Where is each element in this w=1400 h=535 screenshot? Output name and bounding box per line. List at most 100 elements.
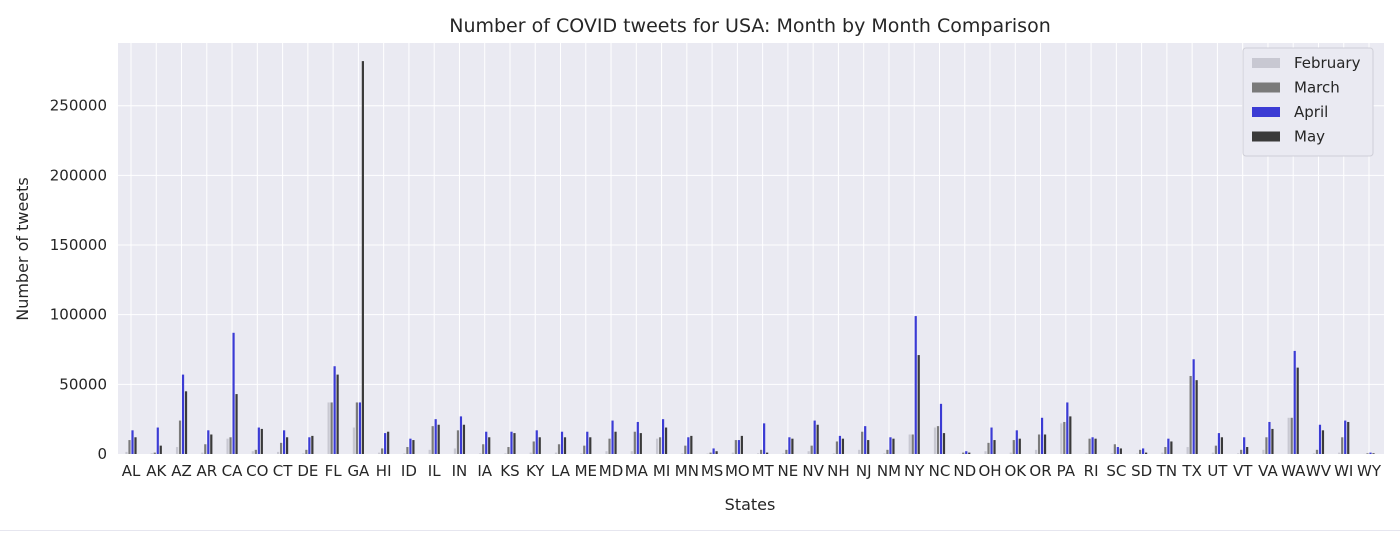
bar-march-nh — [835, 441, 839, 454]
bar-may-wa — [1296, 367, 1299, 454]
bar-may-ne — [791, 438, 794, 454]
bar-march-nc — [936, 426, 940, 454]
x-tick-label-mi: MI — [653, 462, 670, 480]
bar-february-sc — [1110, 453, 1113, 454]
x-tick-label-ca: CA — [222, 462, 243, 480]
bar-february-wa — [1287, 417, 1290, 454]
bar-april-ca — [232, 332, 235, 454]
bar-may-nm — [892, 438, 895, 454]
bar-april-id — [409, 438, 412, 454]
bar-april-or — [1040, 417, 1044, 454]
bar-march-mo — [734, 440, 737, 454]
bar-april-nm — [889, 437, 892, 454]
x-tick-label-wa: WA — [1281, 462, 1306, 480]
bar-february-ca — [226, 438, 229, 454]
y-tick-label: 0 — [97, 445, 107, 463]
bar-may-id — [412, 440, 415, 454]
bar-may-ia — [488, 437, 491, 454]
bar-may-ma — [639, 433, 642, 454]
x-tick-label-ia: IA — [477, 462, 492, 480]
x-tick-label-de: DE — [297, 462, 318, 480]
bar-march-la — [557, 444, 561, 454]
bar-april-va — [1268, 421, 1271, 454]
bar-may-ri — [1094, 438, 1097, 454]
bar-april-tx — [1192, 359, 1195, 454]
bar-may-or — [1043, 434, 1047, 454]
bar-march-tn — [1164, 447, 1167, 454]
x-tick-label-me: ME — [575, 462, 597, 480]
bar-february-al — [125, 451, 128, 454]
bar-april-ri — [1091, 437, 1094, 454]
bar-march-ky — [532, 441, 535, 454]
bar-may-nc — [942, 433, 946, 454]
legend-swatch-march — [1252, 82, 1280, 93]
bar-february-or — [1034, 449, 1038, 454]
bar-march-ms — [709, 452, 712, 454]
bar-april-wv — [1318, 424, 1322, 454]
legend-label-may: May — [1294, 128, 1325, 146]
x-tick-label-nc: NC — [929, 462, 951, 480]
bar-february-id — [403, 453, 406, 454]
bar-february-mi — [655, 438, 659, 454]
bar-march-sc — [1113, 444, 1116, 454]
bar-february-hi — [378, 452, 381, 454]
bar-march-il — [431, 426, 434, 454]
x-axis-label: States — [725, 495, 776, 514]
x-tick-label-tn: TN — [1156, 462, 1177, 480]
y-axis-label: Number of tweets — [13, 177, 32, 321]
bar-april-md — [611, 420, 614, 454]
bottom-rule — [0, 530, 1400, 531]
bar-may-md — [614, 431, 617, 454]
bar-april-az — [181, 374, 185, 454]
bar-april-de — [308, 437, 311, 454]
x-tick-label-co: CO — [246, 462, 268, 480]
bar-april-ut — [1217, 433, 1221, 454]
bar-march-az — [178, 420, 182, 454]
bar-february-ia — [479, 453, 482, 454]
legend-label-march: March — [1294, 79, 1340, 97]
x-tick-label-la: LA — [551, 462, 571, 480]
bar-march-mi — [658, 437, 662, 454]
x-tick-label-sc: SC — [1106, 462, 1126, 480]
bar-february-fl — [327, 402, 330, 454]
bar-april-co — [257, 427, 260, 454]
bar-may-al — [134, 437, 137, 454]
x-tick-label-wy: WY — [1357, 462, 1382, 480]
bar-march-va — [1265, 437, 1268, 454]
bar-february-nc — [933, 427, 937, 454]
bar-may-tn — [1170, 441, 1173, 454]
bar-april-ar — [207, 430, 210, 454]
bar-may-ut — [1220, 437, 1224, 454]
x-tick-label-ok: OK — [1004, 462, 1027, 480]
bar-may-mn — [690, 435, 693, 454]
bar-april-mt — [763, 423, 766, 454]
bar-may-mt — [766, 452, 769, 454]
x-tick-label-ri: RI — [1084, 462, 1099, 480]
plot-area — [118, 43, 1384, 454]
x-tick-label-ne: NE — [778, 462, 799, 480]
bar-may-sc — [1119, 448, 1122, 454]
bar-march-nj — [861, 431, 864, 454]
bar-april-al — [131, 430, 134, 454]
x-tick-label-ar: AR — [196, 462, 217, 480]
legend-swatch-april — [1252, 107, 1280, 117]
bar-february-vt — [1237, 453, 1240, 454]
bar-march-ct — [279, 442, 283, 454]
bar-february-de — [302, 453, 305, 454]
bar-march-ok — [1012, 440, 1015, 454]
bar-april-wi — [1344, 420, 1347, 454]
bar-february-ny — [908, 434, 911, 454]
bar-february-mn — [681, 453, 684, 454]
bar-february-ri — [1085, 453, 1088, 454]
bar-february-in — [453, 448, 457, 454]
bar-may-mo — [740, 435, 743, 454]
legend-label-february: February — [1294, 54, 1361, 72]
bar-april-mi — [661, 419, 665, 454]
bar-february-pa — [1060, 423, 1063, 454]
bar-march-ga — [355, 402, 358, 454]
bar-april-pa — [1066, 402, 1069, 454]
x-tick-label-ma: MA — [625, 462, 649, 480]
bar-march-ri — [1088, 438, 1091, 454]
x-tick-label-nh: NH — [827, 462, 850, 480]
x-tick-label-vt: VT — [1233, 462, 1253, 480]
